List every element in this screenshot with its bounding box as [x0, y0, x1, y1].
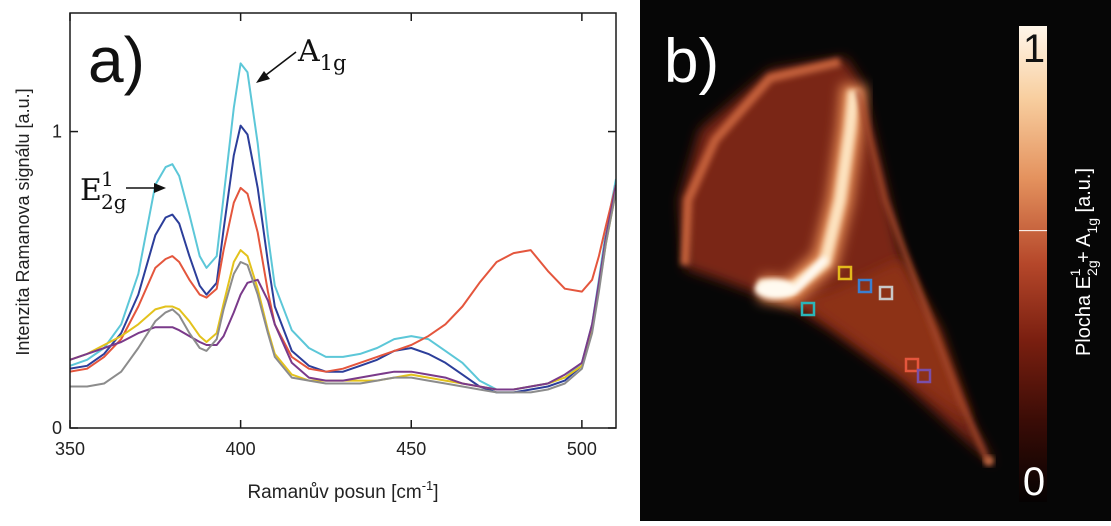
e2g-label: E [80, 173, 102, 208]
x-tick-label: 500 [567, 439, 597, 459]
x-axis-title: Ramanův posun [cm-1] [247, 478, 438, 503]
x-tick-label: 400 [226, 439, 256, 459]
spectrum-line-6 [70, 190, 616, 394]
colorbar-min-label: 0 [1023, 460, 1045, 504]
spectrum-line-1 [70, 62, 616, 391]
flake-tip [984, 456, 994, 466]
marker-gray [878, 285, 894, 301]
raman-spectra-chart: 350 400 450 500 0 1 a) Ramanův posun [cm-1] I… [13, 12, 617, 503]
flake-hotspot [755, 279, 795, 299]
axes-frame [69, 12, 617, 429]
e2g-annotation: E 1 2g [80, 167, 166, 214]
y-tick-label: 0 [52, 418, 62, 438]
spectrum-line-5 [70, 184, 616, 391]
colorbar-max-label: 1 [1023, 27, 1045, 71]
e2g-arrow-head [154, 183, 166, 193]
flake-body-inner [800, 260, 970, 420]
raman-map: 1 0 Plocha E2g1 + A1g [a.u.] b) [664, 26, 1100, 504]
colorbar-gradient [1019, 26, 1047, 502]
colorbar: 1 0 Plocha E2g1 + A1g [a.u.] [1019, 26, 1100, 504]
a1g-annotation: A1g [256, 34, 346, 83]
marker-purple [916, 368, 932, 384]
y-axis-title: Intenzita Ramanova signálu [a.u.] [13, 88, 33, 355]
x-tick-label: 350 [55, 439, 85, 459]
y-tick-label: 1 [52, 122, 62, 142]
a1g-arrow-shaft [261, 51, 297, 79]
spectrum-line-4 [70, 190, 616, 391]
marker-orange [904, 357, 920, 373]
e2g-sup: 1 [101, 167, 114, 191]
spectrum-line-2 [70, 124, 616, 394]
a1g-label: A1g [297, 34, 346, 75]
colorbar-title: Plocha E2g1 + A1g [a.u.] [1067, 168, 1100, 356]
measurement-markers [800, 265, 932, 384]
e2g-sub: 2g [101, 190, 127, 214]
axis-ticks: 350 400 450 500 0 1 [52, 13, 616, 459]
spectra-panel: 350 400 450 500 0 1 a) Ramanův posun [cm-1] I… [13, 12, 617, 503]
flake-right-edge [855, 89, 991, 464]
plot-area [70, 62, 616, 394]
panel-label-b: b) [664, 27, 719, 96]
marker-cyan [800, 301, 816, 317]
flake-left-edge [680, 57, 842, 266]
marker-blue [857, 278, 873, 294]
flake-map [680, 57, 995, 466]
marker-yellow [837, 265, 853, 281]
spectrum-line-3 [70, 184, 616, 373]
x-tick-label: 450 [396, 439, 426, 459]
raman-map-panel: 1 0 Plocha E2g1 + A1g [a.u.] b) [640, 0, 1111, 521]
a1g-arrow-head [256, 71, 270, 83]
panel-label-a: a) [88, 24, 145, 96]
